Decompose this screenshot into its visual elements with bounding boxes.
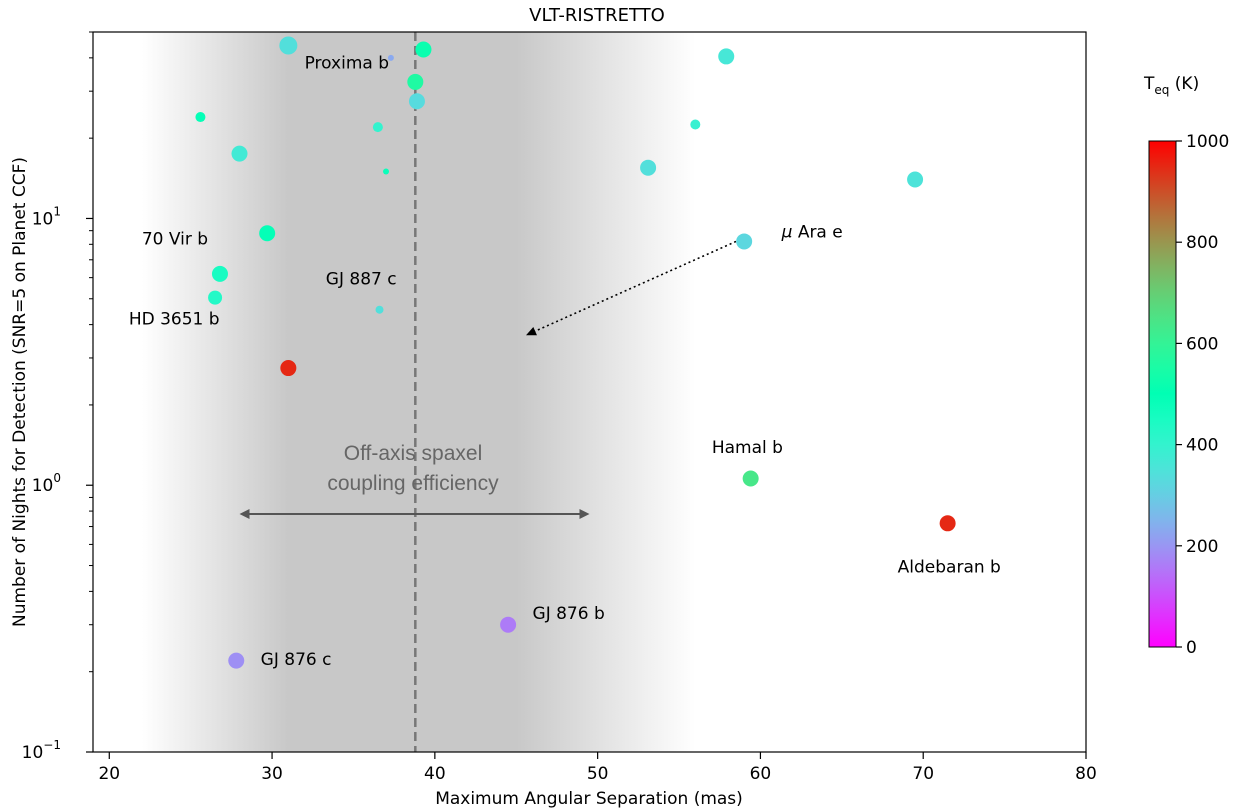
data-point <box>407 73 424 90</box>
data-point <box>228 652 245 669</box>
y-tick-label: 100 <box>32 471 61 496</box>
data-point <box>375 305 384 314</box>
data-point <box>408 93 425 110</box>
colorbar-gradient <box>1148 140 1177 648</box>
data-point <box>372 122 383 133</box>
x-tick-label: 20 <box>98 764 120 784</box>
x-axis: 20 30 40 50 60 70 80 <box>98 752 1097 784</box>
x-tick-label: 70 <box>912 764 934 784</box>
y-axis: 10−1 100 101 <box>22 31 93 763</box>
coupling-arrowhead-left <box>239 509 250 520</box>
colorbar-tick-label: 0 <box>1186 638 1197 658</box>
data-point <box>736 233 753 250</box>
data-point <box>415 41 432 58</box>
data-point <box>939 515 956 532</box>
point-label: μ Ara e <box>781 222 843 242</box>
data-point <box>211 265 228 282</box>
data-point <box>640 159 657 176</box>
colorbar-tick-label: 400 <box>1186 436 1218 456</box>
point-label: Aldebaran b <box>898 558 1001 578</box>
data-point <box>208 290 223 305</box>
data-point <box>387 54 394 61</box>
data-point <box>742 470 759 487</box>
x-tick-label: 40 <box>424 764 446 784</box>
y-tick-label: 101 <box>32 204 61 229</box>
data-point <box>280 360 297 377</box>
data-point <box>718 48 735 65</box>
y-axis-label: Number of Nights for Detection (SNR=5 on… <box>10 157 30 627</box>
data-point <box>907 171 924 188</box>
annotation-layer: Off-axis spaxel coupling efficiency <box>239 32 737 752</box>
annotation-line-1: Off-axis spaxel <box>344 442 483 465</box>
point-label: GJ 876 b <box>533 604 605 624</box>
colorbar: Teq (K) 0 200 400 600 800 1000 <box>1143 74 1229 658</box>
colorbar-tick-label: 1000 <box>1186 132 1229 152</box>
x-tick-label: 80 <box>1075 764 1097 784</box>
point-label: 70 Vir b <box>142 229 208 249</box>
point-label: HD 3651 b <box>129 310 220 330</box>
data-point <box>279 36 298 55</box>
data-point <box>500 616 517 633</box>
y-tick-label: 10−1 <box>22 738 61 763</box>
x-tick-label: 50 <box>587 764 609 784</box>
point-label: GJ 876 c <box>261 650 332 670</box>
plot-frame <box>92 31 1087 753</box>
x-axis-label: Maximum Angular Separation (mas) <box>435 789 743 809</box>
data-point <box>259 225 276 242</box>
x-tick-label: 30 <box>261 764 283 784</box>
annotation-line-2: coupling efficiency <box>327 472 499 495</box>
colorbar-title: Teq (K) <box>1143 74 1199 97</box>
point-label: Proxima b <box>305 53 389 73</box>
colorbar-tick-label: 800 <box>1186 233 1218 253</box>
point-label: GJ 887 c <box>326 270 397 290</box>
mu-ara-arrow-line <box>525 240 737 336</box>
point-labels: Proxima b 70 Vir b GJ 887 c HD 3651 b μ Ara … <box>129 53 1001 669</box>
coupling-arrowhead-right <box>579 509 590 520</box>
data-point <box>231 145 248 162</box>
data-point <box>383 168 390 175</box>
mu-ara-arrowhead <box>526 327 537 336</box>
shaded-band <box>93 32 1086 752</box>
data-points <box>195 36 956 669</box>
colorbar-tick-label: 600 <box>1186 334 1218 354</box>
colorbar-tick-label: 200 <box>1186 537 1218 557</box>
data-point <box>690 119 701 130</box>
data-point <box>195 112 206 123</box>
x-tick-label: 60 <box>750 764 772 784</box>
chart-title: VLT-RISTRETTO <box>529 5 665 26</box>
point-label: Hamal b <box>712 438 783 458</box>
